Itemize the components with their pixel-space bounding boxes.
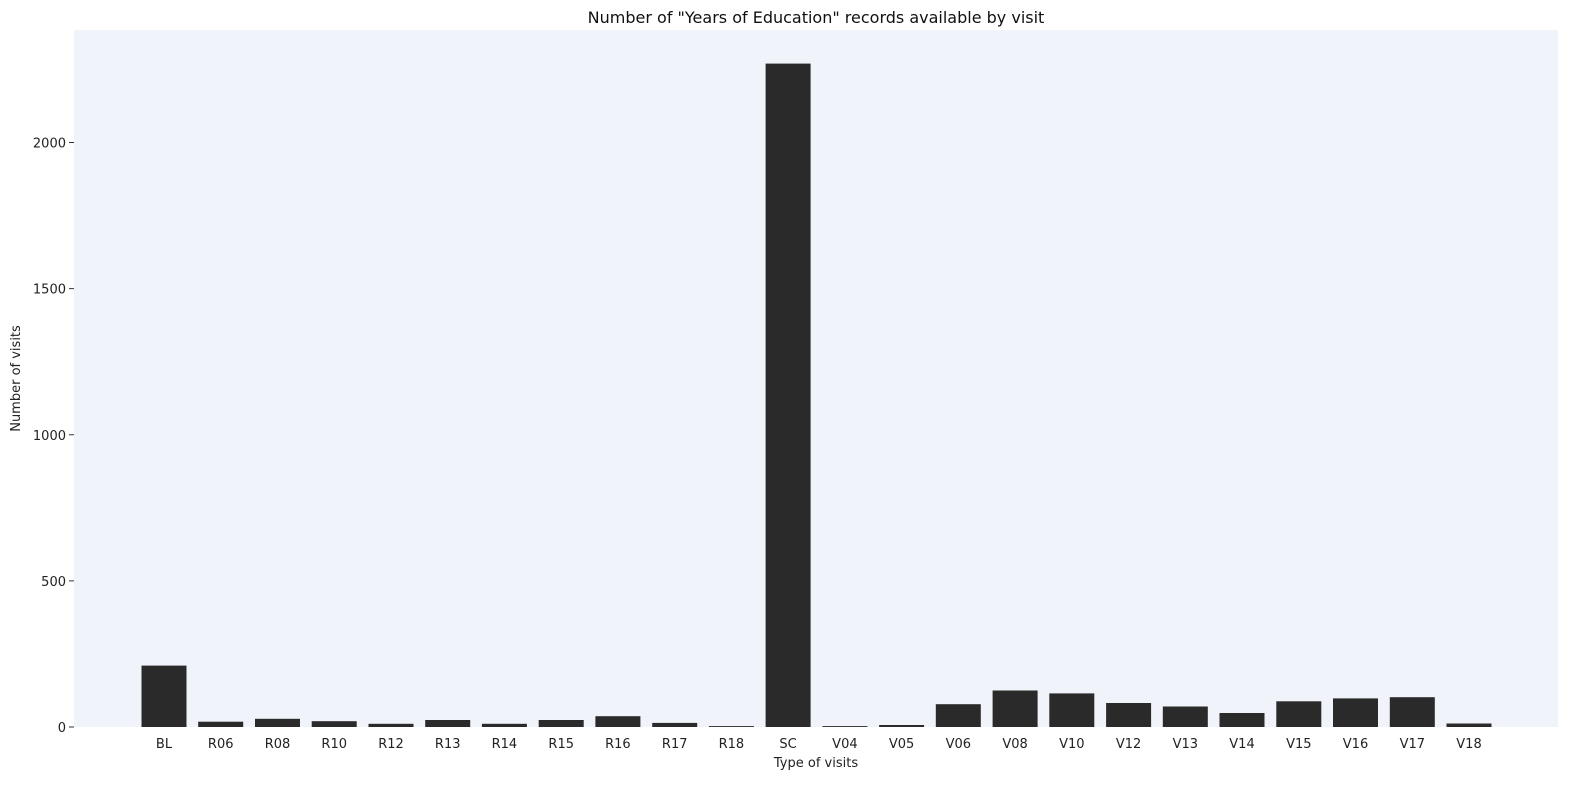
x-tick-label-sc: SC (779, 737, 796, 752)
y-tick-label: 500 (41, 575, 66, 590)
x-tick-label-r10: R10 (321, 737, 347, 752)
y-tick-label: 1000 (33, 429, 66, 444)
chart-title: Number of "Years of Education" records a… (588, 8, 1045, 27)
y-tick-label: 2000 (33, 137, 66, 152)
x-tick-label-r16: R16 (605, 737, 631, 752)
bar-bl (141, 665, 187, 727)
bar-r08 (255, 718, 300, 727)
bars-group (141, 63, 1492, 728)
y-axis-ticks: 0 500 1000 1500 2000 (33, 137, 74, 736)
y-tick-label: 0 (58, 721, 66, 736)
x-axis-label: Type of visits (773, 756, 858, 771)
x-tick-label-v15: V15 (1286, 737, 1311, 752)
x-axis-ticks: BL R06 R08 R10 R12 R13 R14 R15 R16 R17 R18 SC V04 V05… (156, 737, 1482, 752)
x-tick-label-r15: R15 (548, 737, 574, 752)
bar-v06 (935, 704, 981, 727)
bar-sc (765, 63, 811, 728)
x-tick-label-r17: R17 (662, 737, 688, 752)
bar-r14 (481, 723, 527, 727)
x-tick-label-v04: V04 (832, 737, 857, 752)
bar-v17 (1389, 697, 1435, 727)
bar-v12 (1106, 703, 1152, 727)
x-tick-label-v10: V10 (1059, 737, 1084, 752)
bar-v08 (992, 690, 1038, 727)
bar-r15 (538, 720, 584, 727)
bar-v15 (1276, 701, 1322, 727)
x-tick-label-v06: V06 (946, 737, 971, 752)
y-tick-label: 1500 (33, 283, 66, 298)
bar-v05 (879, 725, 925, 727)
x-tick-label-bl: BL (156, 737, 173, 752)
y-axis-label: Number of visits (9, 325, 24, 432)
x-tick-label-v05: V05 (889, 737, 914, 752)
bar-r17 (652, 722, 698, 727)
x-tick-label-r18: R18 (719, 737, 745, 752)
bar-v14 (1219, 713, 1265, 727)
plot-area (74, 30, 1558, 727)
bar-r06 (198, 721, 244, 727)
bar-r12 (368, 723, 414, 727)
x-tick-label-v08: V08 (1002, 737, 1027, 752)
bar-v10 (1049, 693, 1095, 727)
x-tick-label-v16: V16 (1343, 737, 1368, 752)
x-tick-label-v12: V12 (1116, 737, 1141, 752)
bar-r16 (595, 716, 641, 727)
bar-v13 (1162, 706, 1208, 727)
x-tick-label-v14: V14 (1229, 737, 1254, 752)
bar-r13 (425, 720, 471, 727)
x-tick-label-r13: R13 (435, 737, 461, 752)
x-tick-label-r08: R08 (265, 737, 291, 752)
x-tick-label-r12: R12 (378, 737, 404, 752)
x-tick-label-v17: V17 (1400, 737, 1425, 752)
x-tick-label-r06: R06 (208, 737, 234, 752)
x-tick-label-r14: R14 (492, 737, 518, 752)
bar-v18 (1446, 723, 1492, 727)
bar-v04 (822, 726, 868, 727)
bar-r18 (708, 726, 754, 727)
x-tick-label-v13: V13 (1173, 737, 1198, 752)
bar-r10 (311, 721, 357, 727)
bar-v16 (1333, 698, 1378, 727)
x-tick-label-v18: V18 (1456, 737, 1481, 752)
